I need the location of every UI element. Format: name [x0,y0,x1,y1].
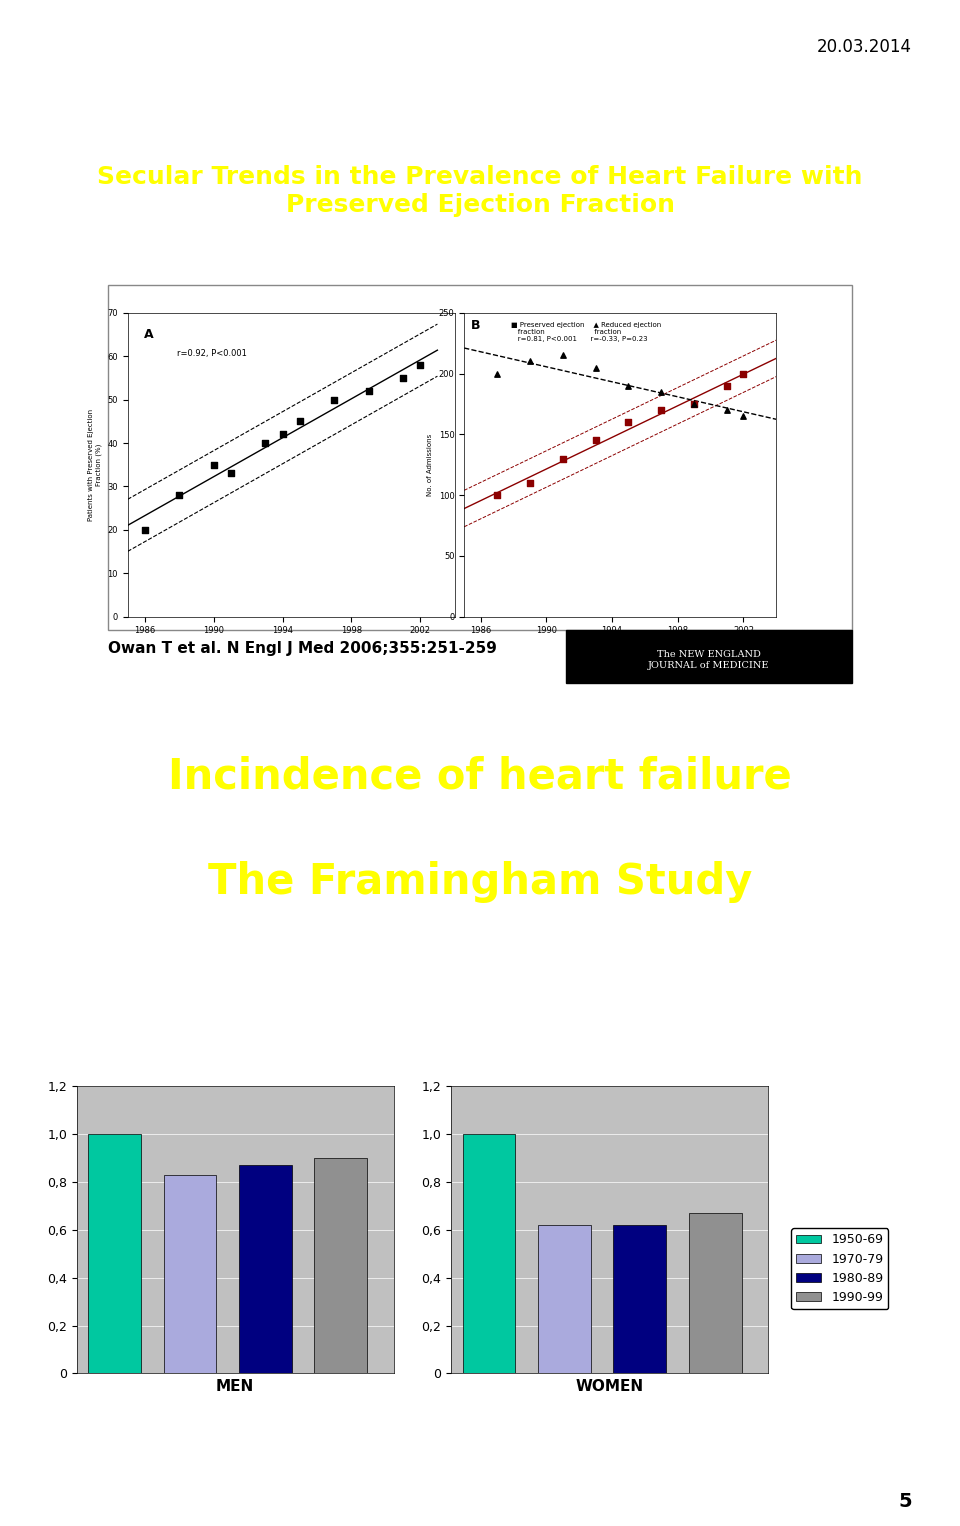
Bar [463,1134,516,1373]
FancyBboxPatch shape [108,285,852,630]
Point [490,362,505,386]
Bar [538,1225,590,1373]
Point [621,410,636,435]
Text: A: A [144,328,154,342]
Legend: 1950-69, 1970-79, 1980-89, 1990-99: 1950-69, 1970-79, 1980-89, 1990-99 [791,1228,888,1309]
Bar [88,1134,141,1373]
Text: The NEW ENGLAND
JOURNAL of MEDICINE: The NEW ENGLAND JOURNAL of MEDICINE [648,650,770,670]
Bar [314,1158,367,1373]
Point [361,378,376,403]
Point [735,404,751,429]
Bar [239,1166,292,1373]
Bar [613,1225,666,1373]
Text: D Levy N Engl J Med
2002; 347:1397: D Levy N Engl J Med 2002; 347:1397 [108,1422,234,1450]
Point [292,409,307,433]
Point [654,380,669,404]
Point [555,447,570,472]
Point [621,374,636,398]
Y-axis label: Patients with Preserved Ejection
Fraction (%): Patients with Preserved Ejection Fractio… [88,409,102,520]
Point [257,430,273,455]
Point [490,482,505,507]
Point [555,343,570,368]
Point [326,388,342,412]
Point [137,517,153,542]
Point [413,353,428,377]
Point [588,356,603,380]
Text: r=0.92, P<0.001: r=0.92, P<0.001 [177,349,247,359]
Point [686,392,702,417]
Point [224,461,239,485]
Text: B: B [470,319,480,333]
Text: The Framingham Study: The Framingham Study [207,861,753,903]
FancyBboxPatch shape [566,630,852,684]
Text: Secular Trends in the Prevalence of Heart Failure with
Preserved Ejection Fracti: Secular Trends in the Prevalence of Hear… [97,165,863,217]
Point [172,482,187,507]
Bar [688,1213,741,1373]
Point [719,374,734,398]
Point [522,349,538,374]
Bar [163,1175,216,1373]
Point [206,453,222,478]
Text: 5: 5 [899,1492,912,1511]
Point [686,392,702,417]
Point [735,362,751,386]
Text: Incindence of heart failure: Incindence of heart failure [168,755,792,797]
Text: ■ Preserved ejection    ▲ Reduced ejection
   fraction                      frac: ■ Preserved ejection ▲ Reduced ejection … [511,322,661,342]
Text: Owan T et al. N Engl J Med 2006;355:251-259: Owan T et al. N Engl J Med 2006;355:251-… [108,641,497,656]
Point [719,398,734,423]
Point [654,398,669,423]
Point [396,366,411,391]
Point [588,429,603,453]
X-axis label: WOMEN: WOMEN [576,1380,643,1393]
Point [522,472,538,496]
X-axis label: MEN: MEN [216,1380,254,1393]
Text: 20.03.2014: 20.03.2014 [817,38,912,56]
Y-axis label: No. of Admissions: No. of Admissions [427,433,433,496]
Point [275,423,290,447]
